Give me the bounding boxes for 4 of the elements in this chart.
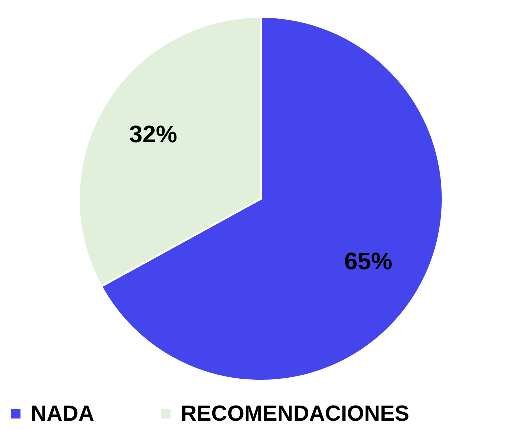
legend-label: NADA [31, 401, 95, 426]
legend-label: RECOMENDACIONES [181, 401, 410, 426]
data-label: 32% [129, 121, 178, 148]
data-label: 65% [344, 248, 393, 276]
